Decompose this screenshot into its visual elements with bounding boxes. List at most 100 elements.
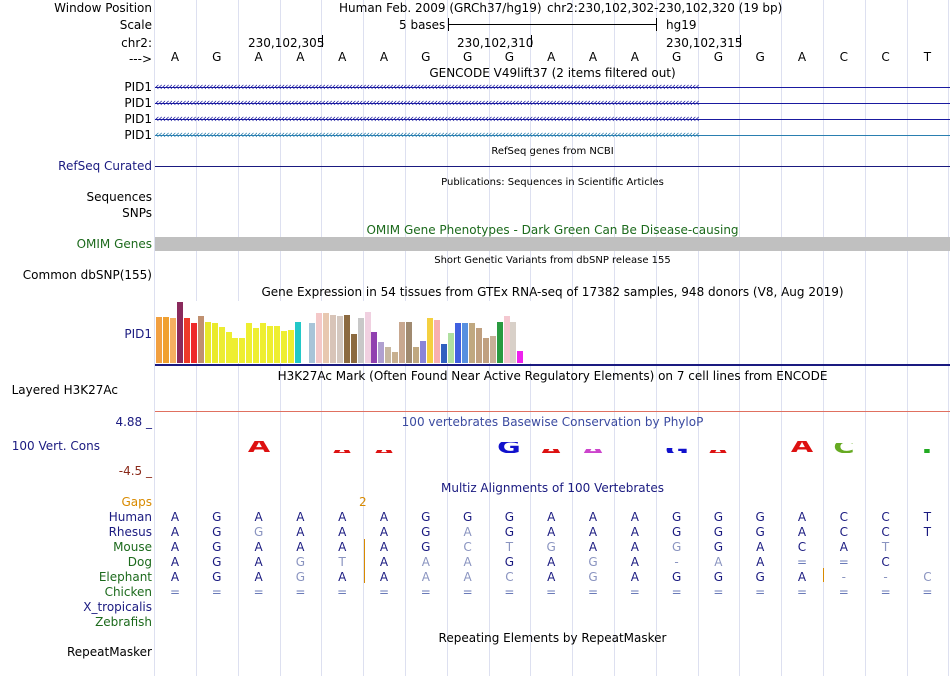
scale-bar (448, 24, 656, 25)
refseq-line[interactable] (155, 166, 950, 167)
omim-label[interactable]: OMIM Genes (76, 237, 152, 251)
gtex-bar[interactable] (399, 322, 406, 363)
alignment-base: A (170, 570, 180, 584)
species-label-zebrafish: Zebrafish (95, 615, 152, 629)
h3k27ac-label[interactable]: Layered H3K27Ac (11, 383, 118, 397)
gtex-bar[interactable] (510, 322, 517, 363)
sequence-base: G (504, 50, 515, 64)
gtex-bar[interactable] (371, 332, 378, 363)
alignment-base: A (379, 555, 389, 569)
gtex-bar[interactable] (489, 336, 496, 363)
gtex-bar[interactable] (336, 316, 343, 363)
alignment-base: A (714, 555, 723, 569)
gencode-transcript-line[interactable] (155, 103, 950, 104)
gencode-title: GENCODE V49lift37 (2 items filtered out) (429, 66, 676, 80)
gtex-bar[interactable] (239, 338, 246, 363)
gtex-bar[interactable] (246, 323, 253, 363)
track-data-area[interactable]: Human Feb. 2009 (GRCh37/hg19) chr2:230,1… (154, 0, 950, 676)
position-text: chr2:230,102,302-230,102,320 (19 bp) (547, 1, 783, 15)
gtex-bar[interactable] (232, 338, 239, 363)
gtex-bar[interactable] (517, 351, 524, 363)
gtex-bar[interactable] (475, 328, 482, 363)
gtex-bar[interactable] (267, 326, 274, 363)
refseq-label[interactable]: RefSeq Curated (58, 159, 152, 173)
gtex-bar[interactable] (190, 323, 197, 363)
gtex-bar[interactable] (420, 341, 427, 363)
phylop-label[interactable]: 100 Vert. Cons (11, 439, 100, 453)
gtex-bar[interactable] (260, 323, 267, 363)
phylop-logo-glyph: A (317, 450, 368, 453)
sequence-base: G (713, 50, 724, 64)
gtex-bar[interactable] (162, 317, 169, 363)
gencode-item-label-3[interactable]: PID1 (124, 112, 152, 126)
gencode-item-label-2[interactable]: PID1 (124, 96, 152, 110)
gtex-bar[interactable] (156, 317, 162, 363)
gtex-bar[interactable] (468, 323, 475, 363)
gencode-transcript-line[interactable] (155, 119, 950, 120)
alignment-base: G (212, 510, 222, 524)
gtex-bar[interactable] (496, 322, 503, 363)
gtex-bar[interactable] (357, 318, 364, 363)
gtex-bar[interactable] (204, 322, 211, 363)
gtex-bar[interactable] (343, 315, 350, 363)
gencode-item-label-4[interactable]: PID1 (124, 128, 152, 142)
sequence-base: C (881, 50, 890, 64)
gtex-bar[interactable] (315, 313, 322, 363)
scale-bar-left-tick (448, 18, 449, 31)
gtex-bar[interactable] (350, 334, 357, 363)
omim-bar[interactable] (155, 237, 950, 251)
alignment-base: T (923, 525, 932, 539)
gtex-bar[interactable] (295, 322, 301, 363)
alignment-base: = (504, 585, 515, 599)
gtex-bar[interactable] (413, 347, 420, 363)
gtex-bar[interactable] (281, 331, 288, 363)
gtex-bar[interactable] (447, 333, 454, 363)
coord-tick-2 (531, 35, 532, 47)
alignment-base: A (170, 555, 180, 569)
gtex-bar[interactable] (274, 326, 281, 363)
alignment-base: = (169, 585, 181, 599)
repeatmasker-label[interactable]: RepeatMasker (66, 645, 152, 659)
sequence-base: A (296, 50, 305, 64)
gtex-label[interactable]: PID1 (124, 327, 152, 341)
gtex-bar[interactable] (440, 344, 447, 363)
gencode-transcript-line[interactable] (155, 87, 950, 88)
gtex-bar[interactable] (378, 342, 385, 363)
gencode-item-label-1[interactable]: PID1 (124, 80, 152, 94)
publications-sequences-label[interactable]: Sequences (86, 190, 152, 204)
gtex-bar[interactable] (197, 316, 204, 363)
gtex-bar[interactable] (322, 313, 329, 363)
gtex-bar[interactable] (308, 323, 315, 363)
gencode-transcript-line[interactable] (155, 135, 950, 136)
gtex-bar[interactable] (482, 338, 489, 363)
gtex-bar[interactable] (218, 327, 225, 363)
gtex-bar[interactable] (329, 315, 336, 363)
gtex-bar[interactable] (392, 352, 399, 363)
gtex-bar[interactable] (211, 323, 218, 363)
gtex-bar[interactable] (169, 318, 176, 363)
gtex-bar[interactable] (427, 318, 434, 363)
gtex-bar[interactable] (183, 318, 190, 363)
gtex-bar[interactable] (406, 322, 413, 363)
gtex-bar[interactable] (385, 347, 392, 363)
gtex-bar[interactable] (503, 316, 510, 363)
alignment-base: G (713, 570, 724, 584)
species-label-xtropicalis: X_tropicalis (83, 600, 152, 614)
gtex-bar[interactable] (461, 323, 468, 363)
gtex-bar[interactable] (434, 320, 440, 363)
gtex-bar[interactable] (253, 328, 260, 363)
phylop-logo-glyph: A (567, 449, 618, 453)
alignment-base: = (211, 585, 222, 599)
publications-snps-label[interactable]: SNPs (122, 206, 152, 220)
h3k27ac-line[interactable] (155, 411, 950, 412)
gtex-bar[interactable] (225, 332, 232, 363)
gridline (697, 0, 699, 676)
gtex-bar[interactable] (176, 302, 183, 363)
species-label-elephant: Elephant (98, 570, 152, 584)
alignment-base: = (796, 555, 808, 569)
gtex-bar[interactable] (454, 323, 461, 363)
gtex-bar[interactable] (288, 330, 295, 363)
dbsnp-label[interactable]: Common dbSNP(155) (22, 268, 152, 282)
gtex-bar[interactable] (364, 312, 371, 363)
